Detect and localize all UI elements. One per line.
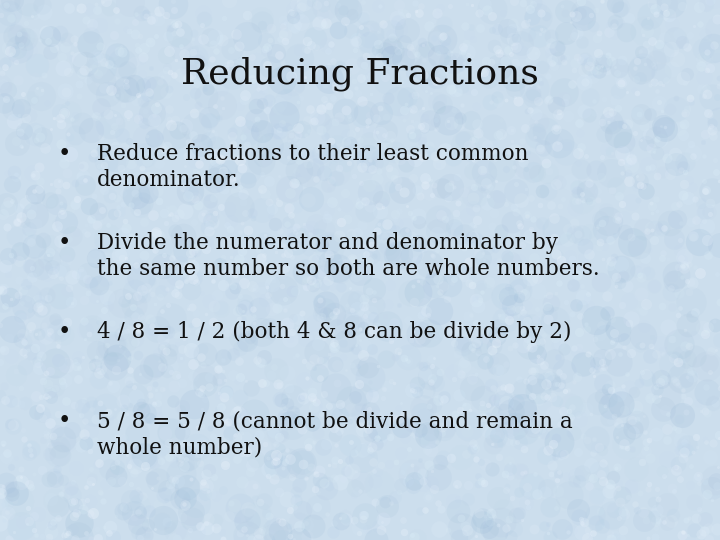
Text: Reducing Fractions: Reducing Fractions: [181, 57, 539, 91]
Text: •: •: [58, 321, 71, 343]
Text: Reduce fractions to their least common
denominator.: Reduce fractions to their least common d…: [97, 143, 528, 191]
Text: Divide the numerator and denominator by
the same number so both are whole number: Divide the numerator and denominator by …: [97, 232, 600, 280]
Text: •: •: [58, 410, 71, 433]
Text: •: •: [58, 232, 71, 254]
Text: •: •: [58, 143, 71, 165]
Text: 4 / 8 = 1 / 2 (both 4 & 8 can be divide by 2): 4 / 8 = 1 / 2 (both 4 & 8 can be divide …: [97, 321, 572, 343]
Text: 5 / 8 = 5 / 8 (cannot be divide and remain a
whole number): 5 / 8 = 5 / 8 (cannot be divide and rema…: [97, 410, 573, 458]
